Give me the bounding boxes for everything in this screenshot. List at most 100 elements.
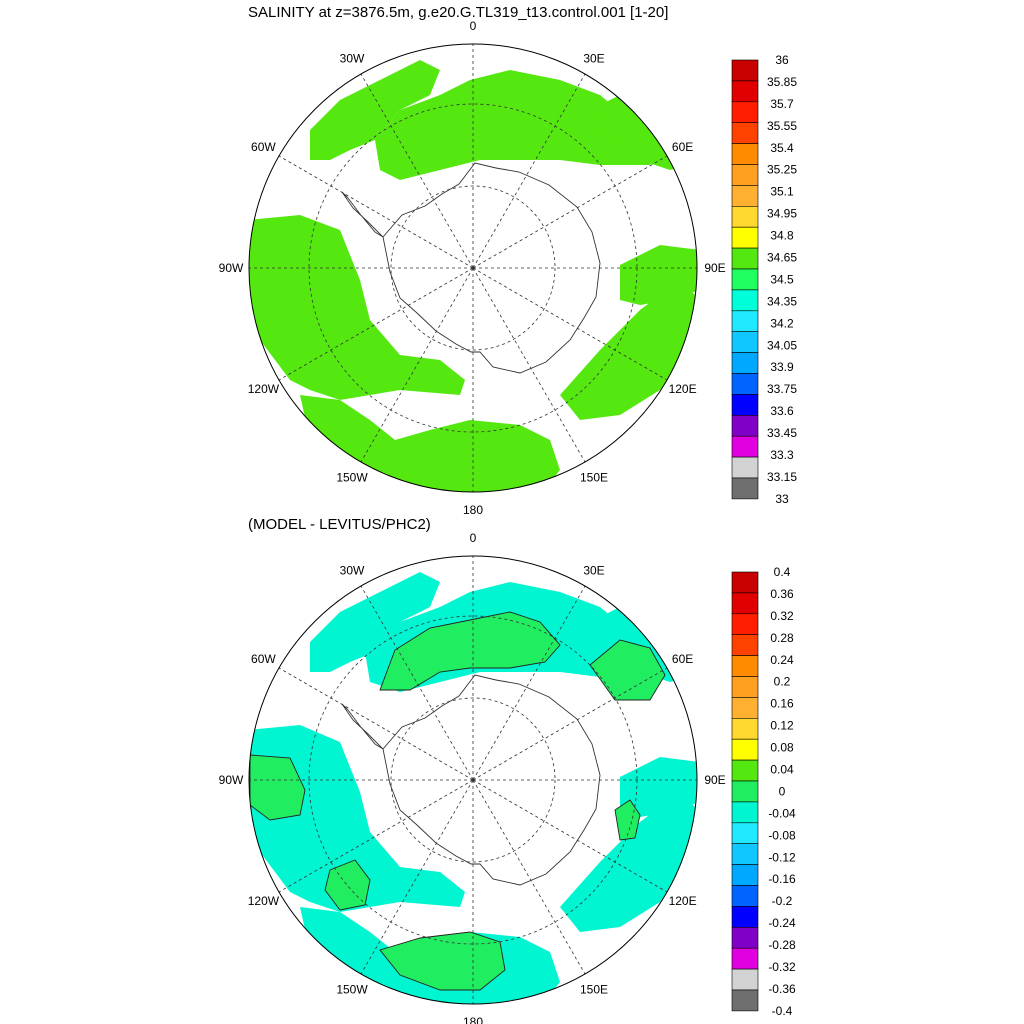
top-colorbar-label: 34.5 xyxy=(770,272,794,286)
bottom-panel-title: (MODEL - LEVITUS/PHC2) xyxy=(248,516,431,533)
positive-difference-patches xyxy=(249,611,666,991)
top-lon-label: 150W xyxy=(336,471,368,485)
top-colorbar-box xyxy=(731,456,759,479)
bottom-colorbar-box xyxy=(731,968,759,991)
top-colorbar-box xyxy=(731,310,759,332)
top-colorbar-label: 33.3 xyxy=(770,448,794,462)
patch-southwest xyxy=(324,859,371,911)
bottom-colorbar-label: 0.28 xyxy=(770,631,794,645)
top-lon-label: 120E xyxy=(669,382,697,396)
ocean-region-southeast xyxy=(560,792,697,932)
ocean-region-sector-northwest xyxy=(310,60,440,160)
top-colorbar-label: 35.55 xyxy=(767,119,797,133)
bottom-colorbar: 0.4 0.36 0.32 0.28 0.24 0.2 0.16 0.12 0.08 0.04 0 -… xyxy=(731,565,796,1018)
bottom-colorbar-box xyxy=(731,822,759,844)
ocean-region-west xyxy=(249,725,465,912)
graticule xyxy=(249,44,697,492)
bottom-longitude-labels: 0 30E 60E 90E 120E 150E 180 150W 120W 90W 60W 30W xyxy=(219,531,726,1024)
bottom-colorbar-box xyxy=(731,571,759,594)
top-colorbar-box xyxy=(731,143,759,165)
top-colorbar-box xyxy=(731,164,759,186)
top-colorbar-box xyxy=(731,122,759,144)
top-colorbar-label: 35.25 xyxy=(767,163,797,177)
bottom-colorbar-box xyxy=(731,801,759,824)
bottom-colorbar-box xyxy=(731,780,759,803)
top-colorbar-box xyxy=(731,289,759,312)
top-colorbar-box xyxy=(731,185,759,207)
bottom-colorbar-box xyxy=(731,864,759,886)
salinity-field xyxy=(249,60,697,492)
bottom-colorbar-label: -0.04 xyxy=(768,806,796,820)
bottom-lon-label: 60W xyxy=(251,652,276,666)
bottom-colorbar-label: -0.28 xyxy=(768,938,796,952)
top-lon-label: 150E xyxy=(580,471,608,485)
bottom-colorbar-label: 0.24 xyxy=(770,653,794,667)
bottom-colorbar-box xyxy=(731,989,759,1012)
top-colorbar-label: 36 xyxy=(775,53,789,67)
top-map-panel: SALINITY at z=3876.5m, g.e20.G.TL319_t13… xyxy=(219,4,798,517)
bottom-colorbar-label: -0.24 xyxy=(768,916,796,930)
antarctic-peninsula xyxy=(341,191,384,238)
ocean-region-sector-east xyxy=(620,245,697,305)
top-colorbar-label: 34.35 xyxy=(767,294,797,308)
bottom-colorbar-label: 0.4 xyxy=(774,565,791,579)
top-lon-label: 120W xyxy=(248,382,280,396)
ocean-region-northwest xyxy=(310,572,440,672)
top-colorbar: 36 35.85 35.7 35.55 35.4 35.25 35.1 34.95 34.8 34… xyxy=(731,53,797,506)
top-colorbar-label: 33 xyxy=(775,492,789,506)
top-colorbar-label: 34.8 xyxy=(770,229,794,243)
bottom-lon-label: 90W xyxy=(219,773,244,787)
top-colorbar-box xyxy=(731,394,759,416)
ocean-region-sector-west xyxy=(249,215,465,400)
top-colorbar-label: 33.9 xyxy=(770,360,794,374)
bottom-lon-label: 180 xyxy=(463,1015,483,1024)
top-lon-label: 90E xyxy=(704,261,725,275)
top-colorbar-label: 35.7 xyxy=(770,97,794,111)
bottom-colorbar-label: -0.36 xyxy=(768,982,796,996)
bottom-lon-label: 30W xyxy=(340,563,365,577)
top-polar-map xyxy=(249,44,697,492)
top-colorbar-label: 35.4 xyxy=(770,141,794,155)
top-colorbar-box xyxy=(731,331,759,353)
bottom-lon-label: 120E xyxy=(669,894,697,908)
patch-south xyxy=(379,931,506,991)
top-colorbar-box xyxy=(731,80,759,103)
top-lon-label: 60W xyxy=(251,140,276,154)
top-colorbar-box xyxy=(731,247,759,270)
bottom-lon-label: 150E xyxy=(580,983,608,997)
bottom-lon-label: 60E xyxy=(672,652,693,666)
top-lon-label: 60E xyxy=(672,140,693,154)
bottom-colorbar-label: 0.08 xyxy=(770,741,794,755)
top-colorbar-box xyxy=(731,352,759,374)
bottom-colorbar-label: -0.4 xyxy=(772,1004,793,1018)
bottom-colorbar-box xyxy=(731,613,759,635)
bottom-map-border xyxy=(248,555,698,1005)
bottom-colorbar-box xyxy=(731,885,759,907)
bottom-lon-label: 120W xyxy=(248,894,280,908)
bottom-colorbar-label: 0.12 xyxy=(770,719,794,733)
top-lon-label: 90W xyxy=(219,261,244,275)
top-colorbar-label: 35.85 xyxy=(767,75,797,89)
top-colorbar-box xyxy=(731,414,759,437)
bottom-lon-label: 90E xyxy=(704,773,725,787)
top-colorbar-label: 33.45 xyxy=(767,426,797,440)
top-lon-label: 0 xyxy=(470,19,477,33)
bottom-colorbar-box xyxy=(731,676,759,698)
bottom-colorbar-box xyxy=(731,843,759,865)
bottom-colorbar-label: -0.2 xyxy=(772,894,793,908)
patch-east xyxy=(614,799,641,841)
top-colorbar-box xyxy=(731,477,759,500)
top-panel-title: SALINITY at z=3876.5m, g.e20.G.TL319_t13… xyxy=(248,4,668,21)
bottom-colorbar-box xyxy=(731,926,759,949)
top-lon-label: 30W xyxy=(340,51,365,65)
ocean-region-sector-north xyxy=(375,70,660,180)
patch-northeast xyxy=(589,639,666,701)
bottom-colorbar-label: -0.12 xyxy=(768,850,796,864)
bottom-lon-label: 30E xyxy=(583,563,604,577)
top-colorbar-label: 33.15 xyxy=(767,470,797,484)
bottom-lon-label: 0 xyxy=(470,531,477,545)
ocean-region-sector-southeast xyxy=(560,280,697,420)
top-colorbar-label: 34.2 xyxy=(770,316,794,330)
bottom-colorbar-box xyxy=(731,759,759,782)
